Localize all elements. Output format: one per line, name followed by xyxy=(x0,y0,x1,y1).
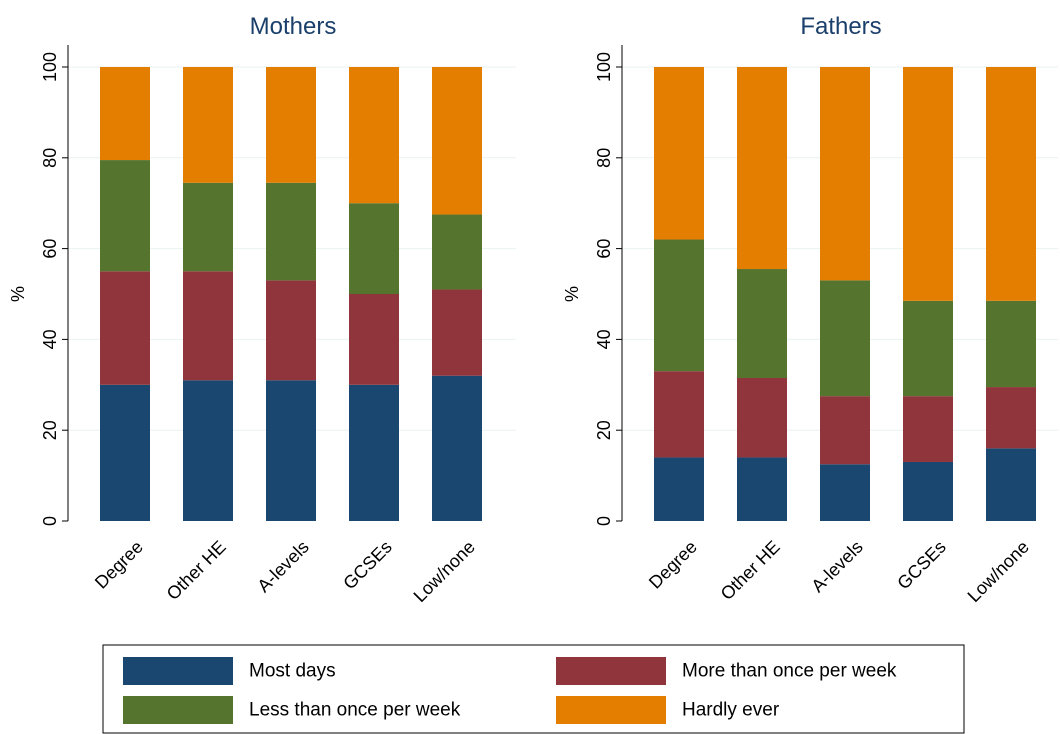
panel-mothers: Mothers 0 20 40 60 80 100% Degree Other HE A-leve… xyxy=(8,13,516,606)
y-tick-label: 20 xyxy=(594,420,614,440)
bar-segment-less-than-once-per-week xyxy=(903,300,953,397)
panel-title: Fathers xyxy=(800,13,881,40)
bar-segment-most-days xyxy=(266,380,316,521)
bar-segment-more-than-once-per-week xyxy=(737,377,787,458)
bar-segment-hardly-ever xyxy=(100,67,150,161)
bar-segment-less-than-once-per-week xyxy=(737,269,787,378)
bar-segment-less-than-once-per-week xyxy=(432,214,482,290)
x-category-label: A-levels xyxy=(253,537,312,596)
bar-segment-less-than-once-per-week xyxy=(986,300,1036,388)
y-tick-label: 100 xyxy=(40,52,60,82)
bar-segment-most-days xyxy=(349,384,399,521)
bar-segment-most-days xyxy=(183,380,233,521)
bar-segment-most-days xyxy=(100,384,150,521)
bar-segment-more-than-once-per-week xyxy=(986,387,1036,449)
bar-segment-more-than-once-per-week xyxy=(654,371,704,458)
bar-segment-less-than-once-per-week xyxy=(654,239,704,372)
x-category-label: Other HE xyxy=(717,537,784,604)
bar-segment-hardly-ever xyxy=(986,67,1036,301)
y-tick-label: 80 xyxy=(40,148,60,168)
legend-swatch xyxy=(123,657,233,685)
y-tick-label: 60 xyxy=(40,239,60,259)
legend-label: Hardly ever xyxy=(682,700,780,721)
legend-label: More than once per week xyxy=(682,661,897,682)
y-tick-label: 20 xyxy=(40,420,60,440)
bar-segment-more-than-once-per-week xyxy=(183,271,233,381)
legend-swatch xyxy=(123,696,233,724)
panel-fathers: Fathers 0 20 40 60 80 100% Degree Other HE A-leve… xyxy=(562,13,1058,606)
bar-segment-less-than-once-per-week xyxy=(820,280,870,397)
y-axis-title: % xyxy=(8,286,28,302)
legend-label: Most days xyxy=(249,661,336,682)
legend-box xyxy=(102,644,965,734)
x-category-label: Degree xyxy=(91,537,147,593)
bar-segment-more-than-once-per-week xyxy=(903,396,953,462)
bar-segment-hardly-ever xyxy=(266,67,316,183)
bar-segment-hardly-ever xyxy=(654,67,704,240)
y-tick-label: 40 xyxy=(40,329,60,349)
bar-segment-most-days xyxy=(986,448,1036,521)
bar-segment-hardly-ever xyxy=(432,67,482,215)
bar-segment-most-days xyxy=(820,464,870,521)
y-tick-label: 80 xyxy=(594,148,614,168)
bar-segment-less-than-once-per-week xyxy=(349,203,399,294)
bar-segment-hardly-ever xyxy=(737,67,787,270)
x-category-label: A-levels xyxy=(807,537,866,596)
y-tick-label: 0 xyxy=(40,516,60,526)
bar-segment-less-than-once-per-week xyxy=(100,160,150,272)
legend-label: Less than once per week xyxy=(249,700,461,721)
y-tick-label: 40 xyxy=(594,329,614,349)
bar-segment-hardly-ever xyxy=(349,67,399,204)
x-category-label: Low/none xyxy=(410,537,479,606)
panel-title: Mothers xyxy=(250,13,337,40)
bar-segment-more-than-once-per-week xyxy=(432,289,482,376)
y-axis-title: % xyxy=(562,286,582,302)
bar-segment-hardly-ever xyxy=(183,67,233,183)
y-tick-label: 100 xyxy=(594,52,614,82)
bar-segment-most-days xyxy=(654,457,704,521)
legend-swatch xyxy=(556,657,666,685)
bar-segment-most-days xyxy=(432,375,482,521)
bar-segment-more-than-once-per-week xyxy=(266,280,316,381)
x-category-label: Other HE xyxy=(163,537,230,604)
y-tick-label: 60 xyxy=(594,239,614,259)
x-category-label: Degree xyxy=(645,537,701,593)
legend: Most days More than once per week Less tha… xyxy=(102,644,965,734)
bar-segment-less-than-once-per-week xyxy=(266,182,316,281)
bar-segment-more-than-once-per-week xyxy=(100,271,150,385)
bar-segment-most-days xyxy=(737,457,787,521)
y-tick-label: 0 xyxy=(594,516,614,526)
bar-segment-most-days xyxy=(903,461,953,521)
x-category-label: GCSEs xyxy=(893,537,950,594)
x-category-label: GCSEs xyxy=(339,537,396,594)
bar-segment-hardly-ever xyxy=(903,67,953,301)
x-category-label: Low/none xyxy=(964,537,1033,606)
bar-segment-more-than-once-per-week xyxy=(349,294,399,385)
legend-swatch xyxy=(556,696,666,724)
bar-segment-hardly-ever xyxy=(820,67,870,281)
bar-segment-less-than-once-per-week xyxy=(183,182,233,272)
bar-segment-more-than-once-per-week xyxy=(820,396,870,465)
